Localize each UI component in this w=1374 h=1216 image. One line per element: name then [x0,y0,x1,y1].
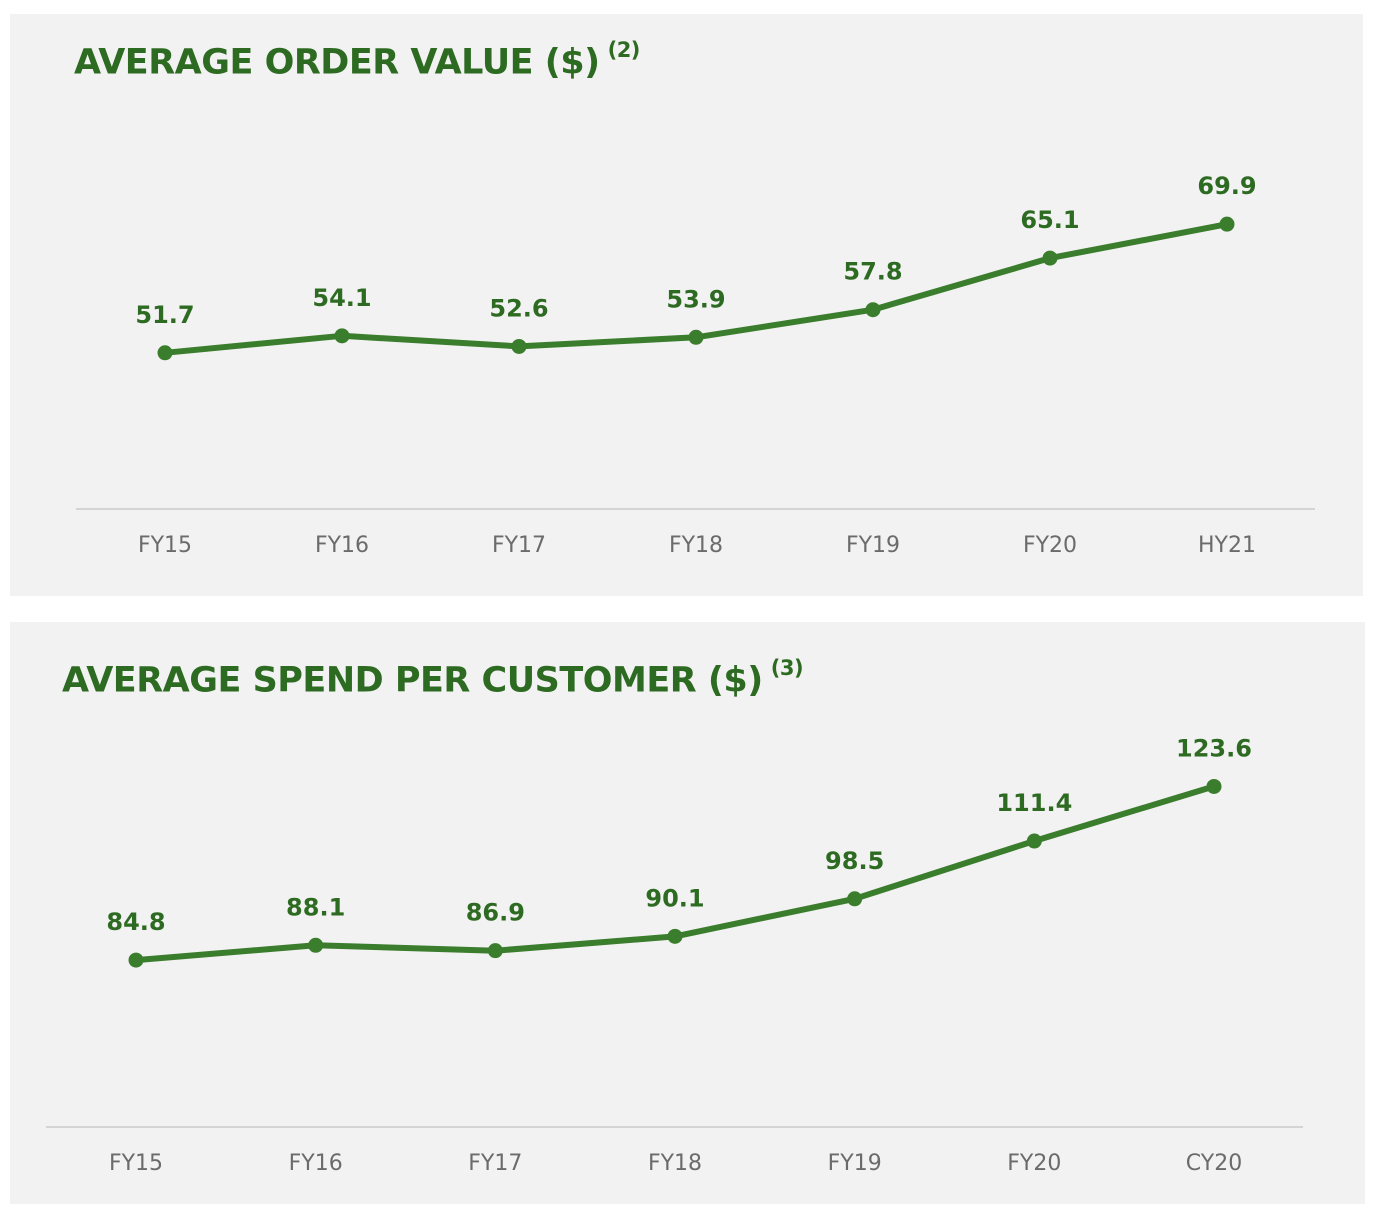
aov-point-fy19 [865,302,881,318]
aov-point-fy17 [511,338,527,354]
aspc-point-fy19 [847,891,863,907]
average-order-value-footnote: (2) [607,38,641,62]
aspc-tick-label-fy19: FY19 [828,1151,882,1176]
aov-tick-label-fy19: FY19 [846,533,900,558]
aspc-tick-label-fy17: FY17 [468,1151,522,1176]
aspc-point-cy20 [1206,778,1222,794]
aspc-tick-label-fy20: FY20 [1007,1151,1061,1176]
aspc-data-label-fy18: 90.1 [645,884,704,912]
aspc-data-label-fy16: 88.1 [286,893,345,921]
aov-data-label-fy17: 52.6 [489,294,548,322]
aov-tick-label-fy15: FY15 [138,533,192,558]
aspc-point-fy17 [487,943,503,959]
aov-point-fy16 [334,328,350,344]
aov-tick-label-hy21: HY21 [1198,533,1256,558]
aspc-data-label-fy15: 84.8 [106,908,165,936]
aspc-data-label-fy19: 98.5 [825,847,884,875]
aspc-tick-label-fy16: FY16 [289,1151,343,1176]
average-spend-per-customer-title: AVERAGE SPEND PER CUSTOMER ($) (3) [62,656,804,701]
aov-point-fy15 [157,345,173,361]
aspc-tick-label-fy15: FY15 [109,1151,163,1176]
aov-data-label-fy15: 51.7 [135,301,194,329]
average-order-value-panel: AVERAGE ORDER VALUE ($) (2) 51.7 FY15 54.1 F… [10,14,1363,596]
aov-tick-label-fy17: FY17 [492,533,546,558]
aspc-point-fy20 [1026,833,1042,849]
aspc-point-fy16 [308,937,324,953]
aspc-data-label-cy20: 123.6 [1176,734,1252,762]
average-spend-per-customer-chart: 84.8 FY15 88.1 FY16 86.9 FY17 90.1 FY18 98.5 FY19… [46,734,1303,1176]
aspc-point-fy15 [128,952,144,968]
aspc-data-label-fy17: 86.9 [466,899,525,927]
average-order-value-title: AVERAGE ORDER VALUE ($) (2) [74,38,640,83]
average-spend-per-customer-footnote: (3) [770,656,804,680]
aov-data-label-hy21: 69.9 [1197,172,1256,200]
aspc-tick-label-fy18: FY18 [648,1151,702,1176]
aov-data-label-fy18: 53.9 [666,285,725,313]
aov-tick-label-fy18: FY18 [669,533,723,558]
aov-point-fy20 [1042,250,1058,266]
aov-tick-label-fy20: FY20 [1023,533,1077,558]
average-order-value-chart: 51.7 FY15 54.1 FY16 52.6 FY17 53.9 FY18 57.8 FY19… [76,172,1315,558]
aov-data-label-fy20: 65.1 [1020,206,1079,234]
aspc-point-fy18 [667,928,683,944]
aov-point-hy21 [1219,216,1235,232]
aspc-data-label-fy20: 111.4 [996,789,1072,817]
average-spend-per-customer-panel: AVERAGE SPEND PER CUSTOMER ($) (3) 84.8 FY… [10,622,1365,1204]
aov-point-fy18 [688,329,704,345]
aov-data-label-fy16: 54.1 [312,284,371,312]
aspc-tick-label-cy20: CY20 [1186,1151,1242,1176]
aov-tick-label-fy16: FY16 [315,533,369,558]
aov-data-label-fy19: 57.8 [843,258,902,286]
